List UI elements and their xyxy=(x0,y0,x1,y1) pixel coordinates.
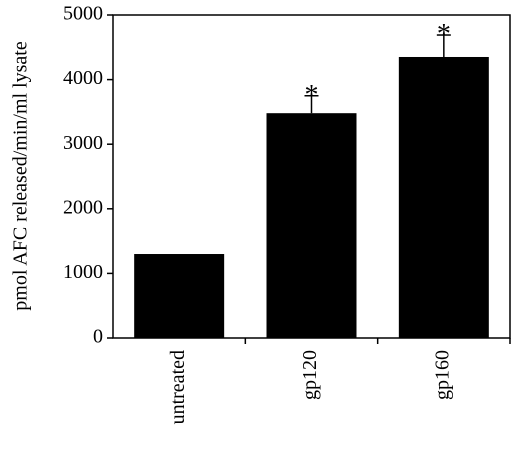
y-axis-label: pmol AFC released/min/ml lysate xyxy=(10,41,32,311)
y-tick-label: 3000 xyxy=(63,132,103,154)
y-tick-label: 2000 xyxy=(63,196,103,218)
y-tick-label: 4000 xyxy=(63,67,103,89)
y-tick-label: 0 xyxy=(93,326,103,348)
significance-marker: * xyxy=(437,19,451,50)
bar xyxy=(266,113,357,338)
x-tick-label: gp120 xyxy=(299,350,321,400)
x-tick-label: untreated xyxy=(167,350,189,424)
bar xyxy=(134,254,225,338)
bar xyxy=(398,56,489,339)
x-tick-label: gp160 xyxy=(431,350,453,400)
y-tick-label: 5000 xyxy=(63,3,103,25)
significance-marker: * xyxy=(305,80,319,111)
y-tick-label: 1000 xyxy=(63,261,103,283)
